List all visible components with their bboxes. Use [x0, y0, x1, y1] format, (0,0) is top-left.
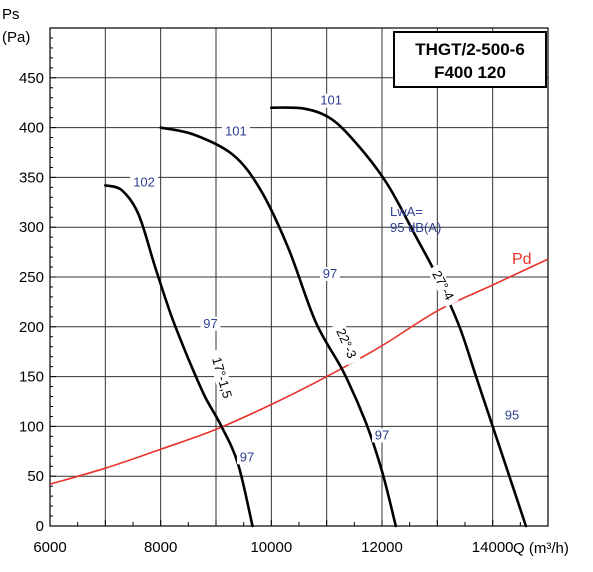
lwa-label: 97: [375, 427, 389, 442]
lwa-label-bg: [317, 93, 346, 108]
x-tick-label: 6000: [33, 539, 66, 556]
y-tick-labels: 0 50 100 150 200 250 300 350 400 450: [19, 70, 44, 535]
curve-labels-group: 102 97 97 17°-1,5 101 97 97 22°-3 101 95 27°-4: [130, 93, 523, 465]
y-tick-label: 250: [19, 269, 44, 286]
angle-label-bg: [426, 263, 459, 308]
angle-label-bg: [331, 321, 361, 366]
y-tick-label: 450: [19, 70, 44, 87]
pd-curve-label: Pd: [512, 251, 532, 268]
x-tick-label: 10000: [250, 539, 292, 556]
grid: [49, 27, 549, 527]
pd-curve-group: [49, 258, 549, 485]
y-tick-label: 50: [27, 468, 44, 485]
angle-label: 27°-4: [429, 268, 457, 303]
lwa-label: 101: [320, 93, 342, 108]
x-axis-label: Q (m³/h): [513, 540, 569, 557]
x-tick-labels: 6000 8000 10000 12000 14000: [33, 539, 513, 556]
lwa-label: 97: [323, 266, 337, 281]
angle-label: 17°-1,5: [209, 355, 235, 400]
angle-label-bg: [207, 348, 237, 407]
y-tick-label: 150: [19, 369, 44, 386]
lwa-note-line1: LwA=: [390, 204, 423, 219]
lwa-label: 95: [505, 407, 519, 422]
lwa-label-bg: [372, 428, 392, 443]
pd-curve-line: [49, 258, 549, 485]
y-axis-label-line2: (Pa): [2, 29, 30, 46]
lwa-label: 101: [225, 124, 247, 139]
fan-curves-group: [104, 106, 528, 528]
lwa-label-bg: [221, 124, 250, 139]
lwa-label: 102: [133, 174, 155, 189]
y-tick-label: 400: [19, 120, 44, 137]
x-tick-label: 12000: [361, 539, 403, 556]
y-tick-label: 200: [19, 319, 44, 336]
title-box: [393, 31, 547, 88]
lwa-label-bg: [200, 316, 221, 331]
lwa-label-bg: [319, 267, 340, 281]
lwa-label: 97: [240, 449, 254, 464]
y-tick-label: 0: [36, 518, 44, 535]
lwa-note-line2: 95 dB(A): [390, 220, 441, 235]
lwa-label: 97: [203, 316, 217, 331]
title-line1: THGT/2-500-6: [415, 40, 525, 59]
y-tick-label: 100: [19, 418, 44, 435]
fan-curve-2: [159, 126, 398, 528]
y-tick-label: 300: [19, 219, 44, 236]
title-line2: F400 120: [434, 63, 506, 82]
y-axis-label-line1: Ps: [2, 6, 20, 23]
y-tick-label: 350: [19, 169, 44, 186]
x-tick-label: 14000: [472, 539, 514, 556]
angle-label: 22°-3: [333, 326, 359, 361]
lwa-label-bg: [130, 175, 159, 190]
lwa-label-bg: [236, 450, 257, 465]
fan-curve-3: [270, 106, 528, 528]
x-tick-label: 8000: [144, 539, 177, 556]
lwa-label-bg: [502, 408, 523, 423]
fan-curve-1: [104, 184, 254, 528]
